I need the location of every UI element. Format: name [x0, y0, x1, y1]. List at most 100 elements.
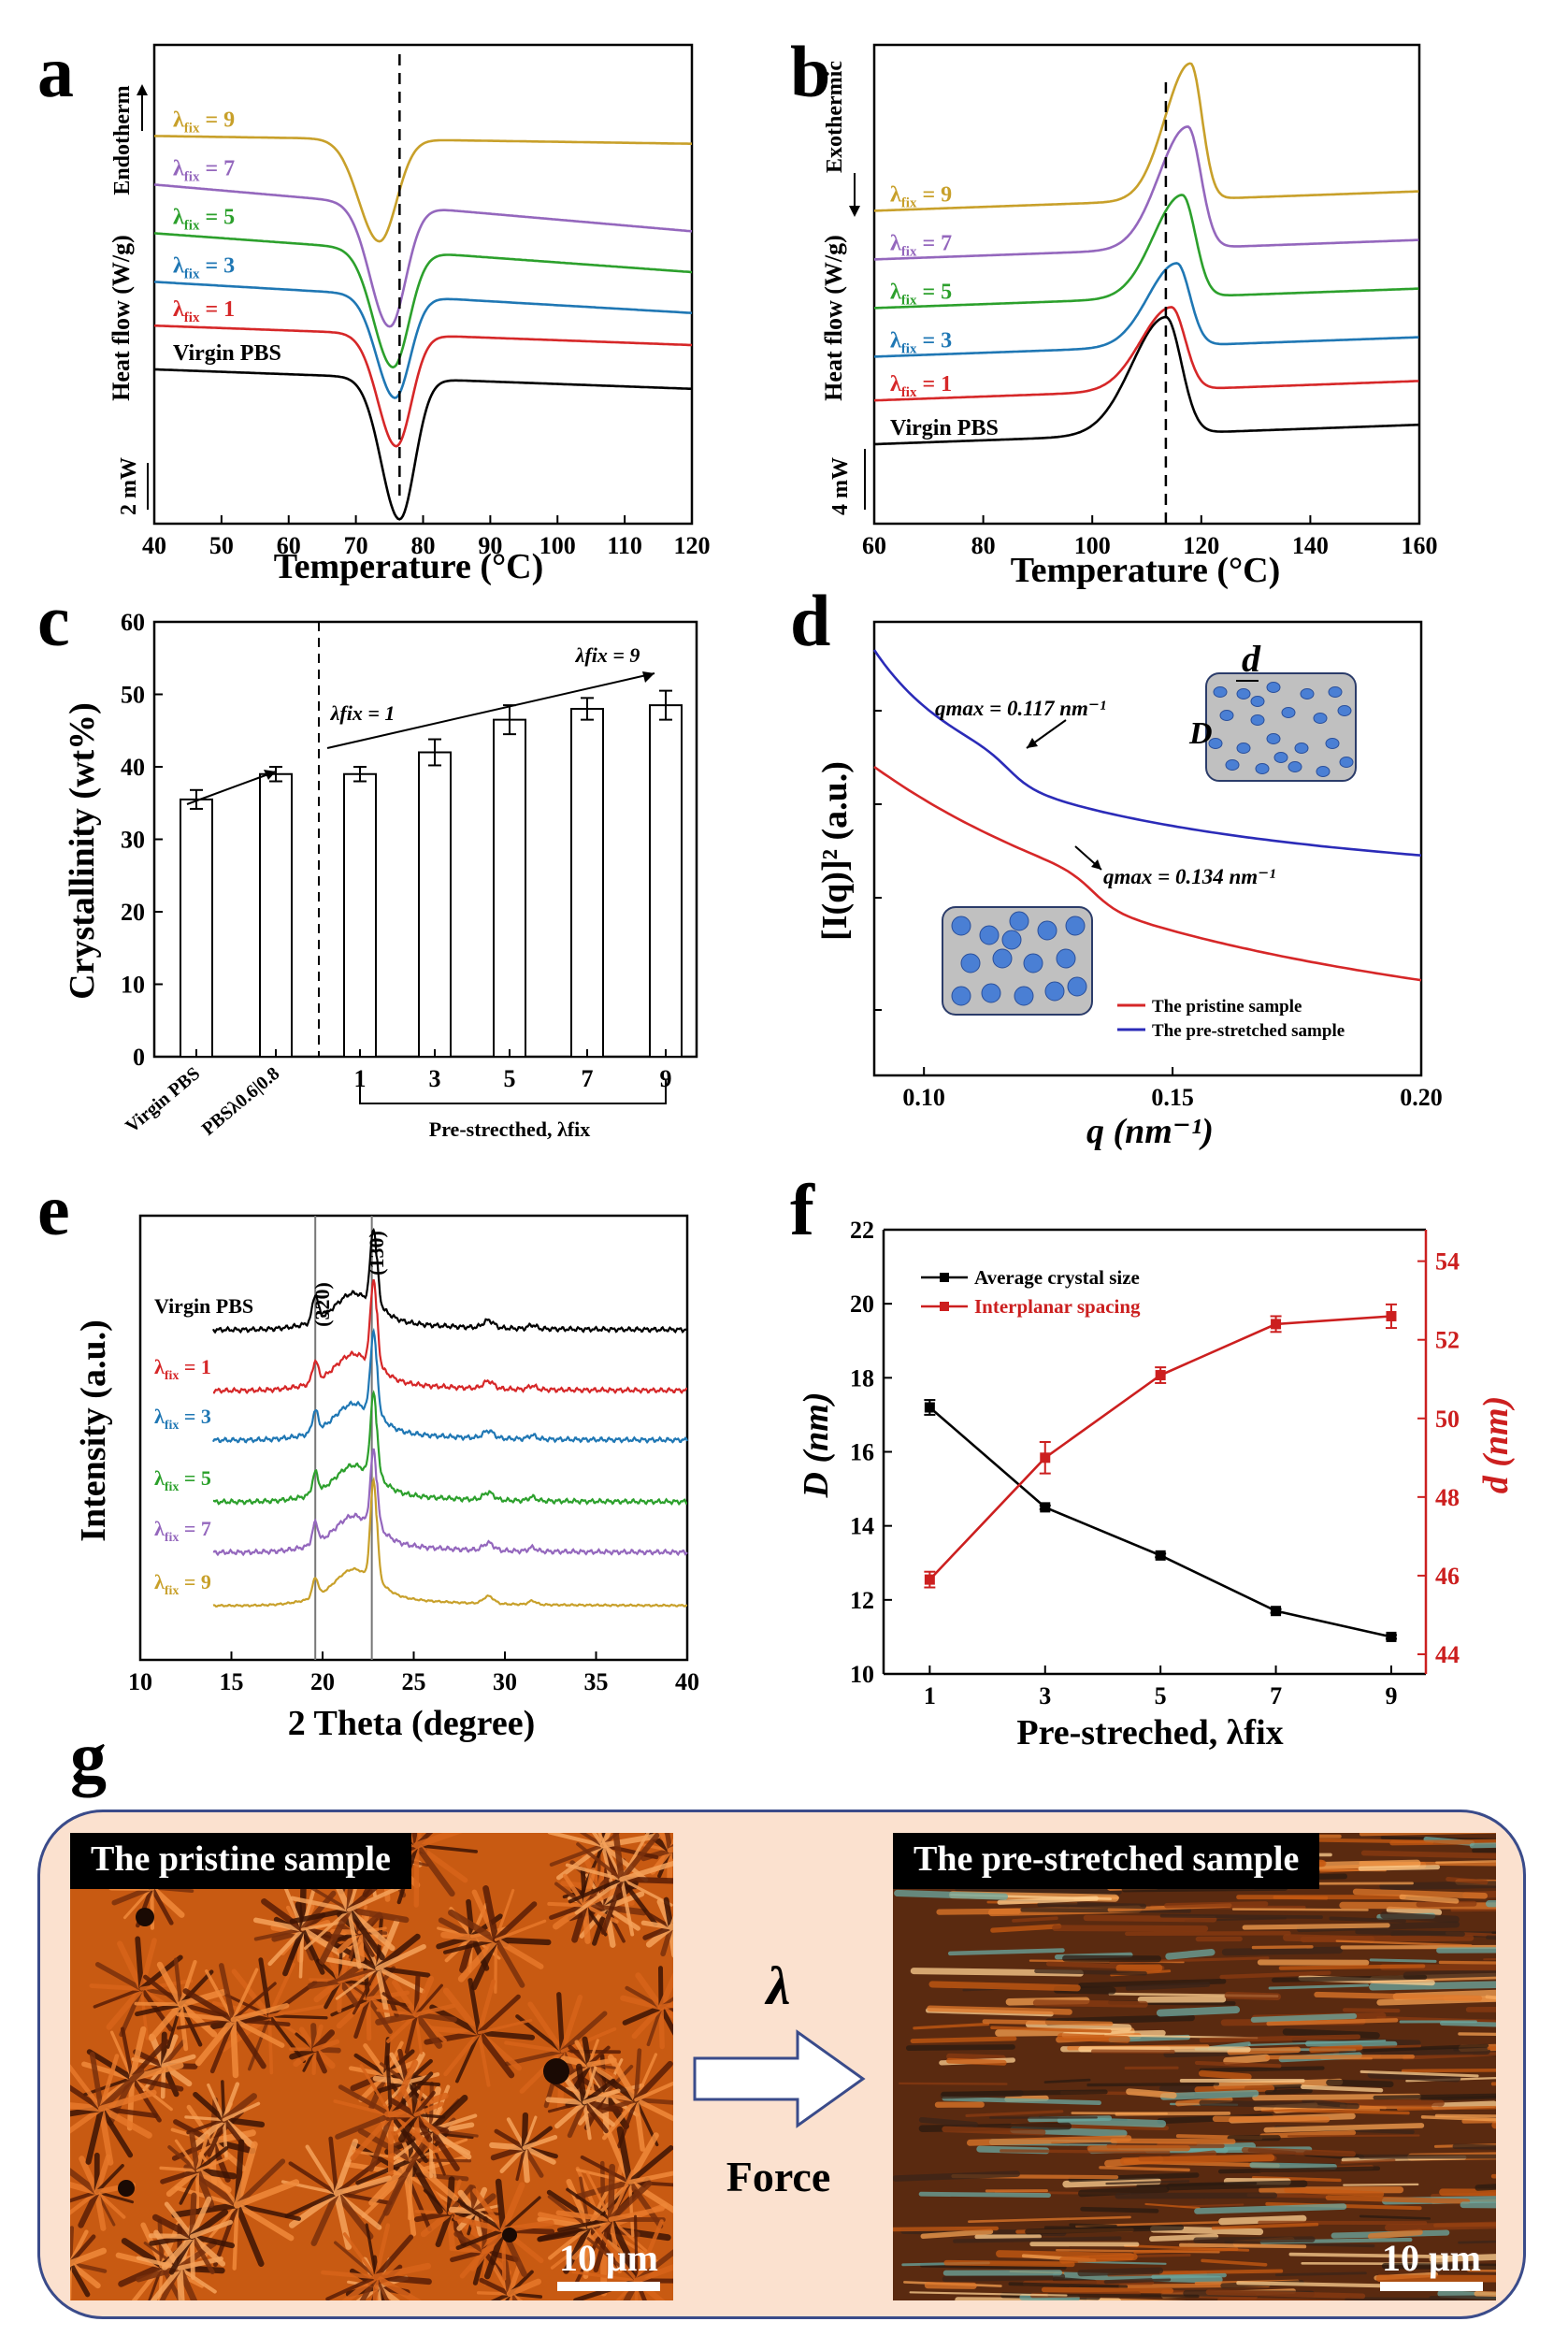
annotation-qmax-blue: qmax = 0.117 nm⁻¹	[935, 697, 1106, 720]
oriented-streak	[1212, 2115, 1331, 2123]
spherulite-ray	[603, 2064, 634, 2097]
oriented-streak	[1359, 2069, 1479, 2078]
spherulite-ray	[94, 2190, 126, 2219]
spherulite-ray	[86, 2049, 136, 2082]
oriented-streak	[1375, 2274, 1496, 2283]
spherulite-ray	[78, 2188, 100, 2228]
oriented-streak	[1194, 2084, 1275, 2094]
spherulite-ray	[234, 2202, 295, 2242]
y-tick-label: 22	[850, 1217, 874, 1244]
spherulite-ray	[355, 1928, 366, 1962]
spherulite-ray	[669, 1915, 673, 1929]
y-axis-right-label: d (nm)	[1476, 1396, 1516, 1494]
spherulite-ray	[413, 2085, 424, 2117]
oriented-streak	[968, 2215, 1131, 2223]
oriented-streak	[1236, 2281, 1383, 2288]
x-tick-label: 15	[220, 1668, 244, 1695]
spherulite-ray	[413, 2112, 446, 2119]
particle	[1281, 707, 1296, 718]
legend-marker-size	[940, 1273, 949, 1282]
x-tick-label: 100	[1074, 532, 1111, 559]
spherulite-ray	[413, 2101, 444, 2117]
particle	[1009, 911, 1029, 931]
data-point	[1271, 1319, 1282, 1330]
x-axis-label: Temperature (°C)	[274, 547, 544, 586]
panel-label-c: c	[37, 580, 70, 661]
spherulite-ray	[523, 2115, 538, 2150]
particle	[1287, 761, 1302, 772]
spherulite-ray	[193, 2091, 227, 2123]
oriented-streak	[1025, 2224, 1185, 2235]
y-axis-left-label: D (nm)	[797, 1392, 836, 1499]
x-tick-label: 0.10	[902, 1084, 945, 1111]
x-tick-label: 0.15	[1151, 1084, 1194, 1111]
crystal-size-chart: 1 3 5 7 9 10 12 14 16 18 20 22 44 46 48 50 52 54 Pre-stre…	[797, 1217, 1516, 1752]
spherulite-ray	[507, 2290, 518, 2300]
oriented-streak	[1326, 2079, 1394, 2088]
spherulite-ray	[70, 2102, 105, 2112]
oriented-streak	[1458, 2032, 1496, 2037]
scale-bar-right-line	[1380, 2282, 1483, 2291]
oriented-streak	[936, 1908, 1021, 1915]
oriented-streak	[1362, 2043, 1489, 2053]
oriented-streak	[1282, 2028, 1380, 2040]
spherulite-ray	[618, 1876, 673, 1884]
spherulite-ray	[414, 1983, 443, 2016]
particle	[981, 983, 1001, 1003]
series-line	[873, 125, 1419, 261]
spherulite-ray	[95, 2190, 135, 2204]
series-line	[212, 1448, 688, 1557]
x-tick-label: 10	[128, 1668, 152, 1695]
spherulite-ray	[658, 2001, 673, 2011]
oriented-streak	[1199, 2066, 1325, 2073]
particle	[1294, 743, 1309, 754]
spherulite-ray	[490, 2291, 512, 2300]
spherulite-ray	[634, 2249, 673, 2284]
oriented-streak	[942, 2273, 1066, 2283]
data-point	[1155, 1550, 1166, 1561]
oriented-streak	[1193, 2236, 1316, 2243]
series-label: λfix = 5	[173, 205, 235, 233]
spherulite-ray	[311, 2047, 317, 2076]
oriented-streak	[1198, 2069, 1252, 2081]
series-line	[212, 1278, 688, 1395]
spherulite-ray	[222, 2118, 228, 2160]
spherulite-ray	[373, 2223, 391, 2280]
oriented-streak	[1268, 1983, 1370, 1990]
data-point	[1040, 1452, 1051, 1464]
spherulite-ray	[375, 1943, 426, 1971]
spherulite-ray	[559, 1995, 583, 2055]
oriented-streak	[1376, 2015, 1496, 2023]
spherulite-ray	[583, 1903, 623, 1911]
series-label: λfix = 3	[173, 253, 235, 281]
oriented-streak	[1159, 1913, 1323, 1919]
spherulite-ray	[408, 2156, 459, 2202]
spherulite-ray	[372, 2262, 432, 2281]
spherulite-ray	[582, 2100, 592, 2141]
trend-arrow	[186, 771, 277, 805]
oriented-streak	[1250, 2012, 1358, 2023]
x-tick-label: 0.20	[1400, 1084, 1443, 1111]
spherulite-ray	[663, 1896, 673, 1930]
spherulite-ray	[494, 2128, 527, 2151]
spherulite-ray	[334, 2175, 393, 2196]
spherulite-ray	[607, 2163, 615, 2223]
oriented-streak	[1166, 2180, 1308, 2191]
oriented-streak	[982, 2019, 1114, 2026]
spherulite-ray	[350, 2112, 394, 2161]
scale-label: 2 mW	[117, 457, 141, 515]
spherulite-ray	[89, 1983, 144, 1992]
spherulite-ray	[631, 2004, 664, 2040]
spherulite-ray	[522, 2135, 558, 2151]
spherulite-ray	[205, 1969, 236, 2022]
spherulite-ray	[194, 2016, 237, 2067]
spherulite-ray	[626, 2179, 673, 2213]
spherulite-ray	[353, 1997, 371, 2039]
oriented-streak	[1420, 2115, 1496, 2122]
spherulite-ray	[388, 2071, 434, 2117]
spherulite-ray	[305, 2144, 339, 2196]
oriented-streak	[1434, 2113, 1496, 2118]
oriented-streak	[1266, 2018, 1399, 2026]
oriented-streak	[1037, 1901, 1147, 1910]
